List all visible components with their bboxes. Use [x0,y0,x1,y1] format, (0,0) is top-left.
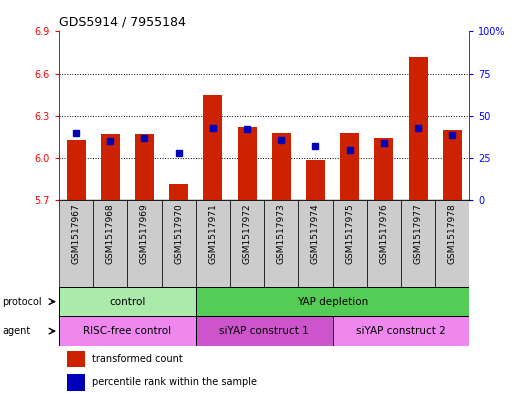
Bar [435,200,469,287]
Text: RISC-free control: RISC-free control [83,326,171,336]
Bar [230,200,264,287]
Bar [135,134,154,200]
Text: GSM1517976: GSM1517976 [380,203,388,264]
Text: percentile rank within the sample: percentile rank within the sample [92,377,258,387]
Text: YAP depletion: YAP depletion [297,297,368,307]
Bar [238,127,256,200]
Bar [272,133,291,200]
Bar [332,200,367,287]
Bar [196,200,230,287]
Bar [67,140,86,200]
Text: GSM1517974: GSM1517974 [311,203,320,264]
Bar [332,316,469,346]
Bar [59,200,93,287]
Bar [401,200,435,287]
Bar [93,200,127,287]
Bar [306,160,325,200]
Text: GSM1517975: GSM1517975 [345,203,354,264]
Text: control: control [109,297,146,307]
Bar [196,287,469,316]
Bar [101,134,120,200]
Text: GSM1517973: GSM1517973 [277,203,286,264]
Bar [299,200,332,287]
Bar [367,200,401,287]
Bar [443,130,462,200]
Bar [264,200,299,287]
Text: GSM1517971: GSM1517971 [208,203,218,264]
Text: GDS5914 / 7955184: GDS5914 / 7955184 [59,16,186,29]
Text: GSM1517968: GSM1517968 [106,203,115,264]
Text: GSM1517977: GSM1517977 [413,203,423,264]
Bar [204,95,222,200]
Bar [196,316,332,346]
Text: agent: agent [3,326,31,336]
Text: protocol: protocol [3,297,42,307]
Text: GSM1517967: GSM1517967 [72,203,81,264]
Bar [409,57,427,200]
Text: GSM1517972: GSM1517972 [243,203,251,264]
Bar [67,374,85,391]
Bar [59,287,196,316]
Bar [59,316,196,346]
Bar [67,351,85,367]
Text: GSM1517969: GSM1517969 [140,203,149,264]
Bar [162,200,196,287]
Bar [340,133,359,200]
Text: GSM1517970: GSM1517970 [174,203,183,264]
Text: GSM1517978: GSM1517978 [448,203,457,264]
Bar [169,184,188,200]
Text: siYAP construct 1: siYAP construct 1 [220,326,309,336]
Text: transformed count: transformed count [92,354,183,364]
Bar [127,200,162,287]
Bar [374,138,393,200]
Text: siYAP construct 2: siYAP construct 2 [356,326,446,336]
